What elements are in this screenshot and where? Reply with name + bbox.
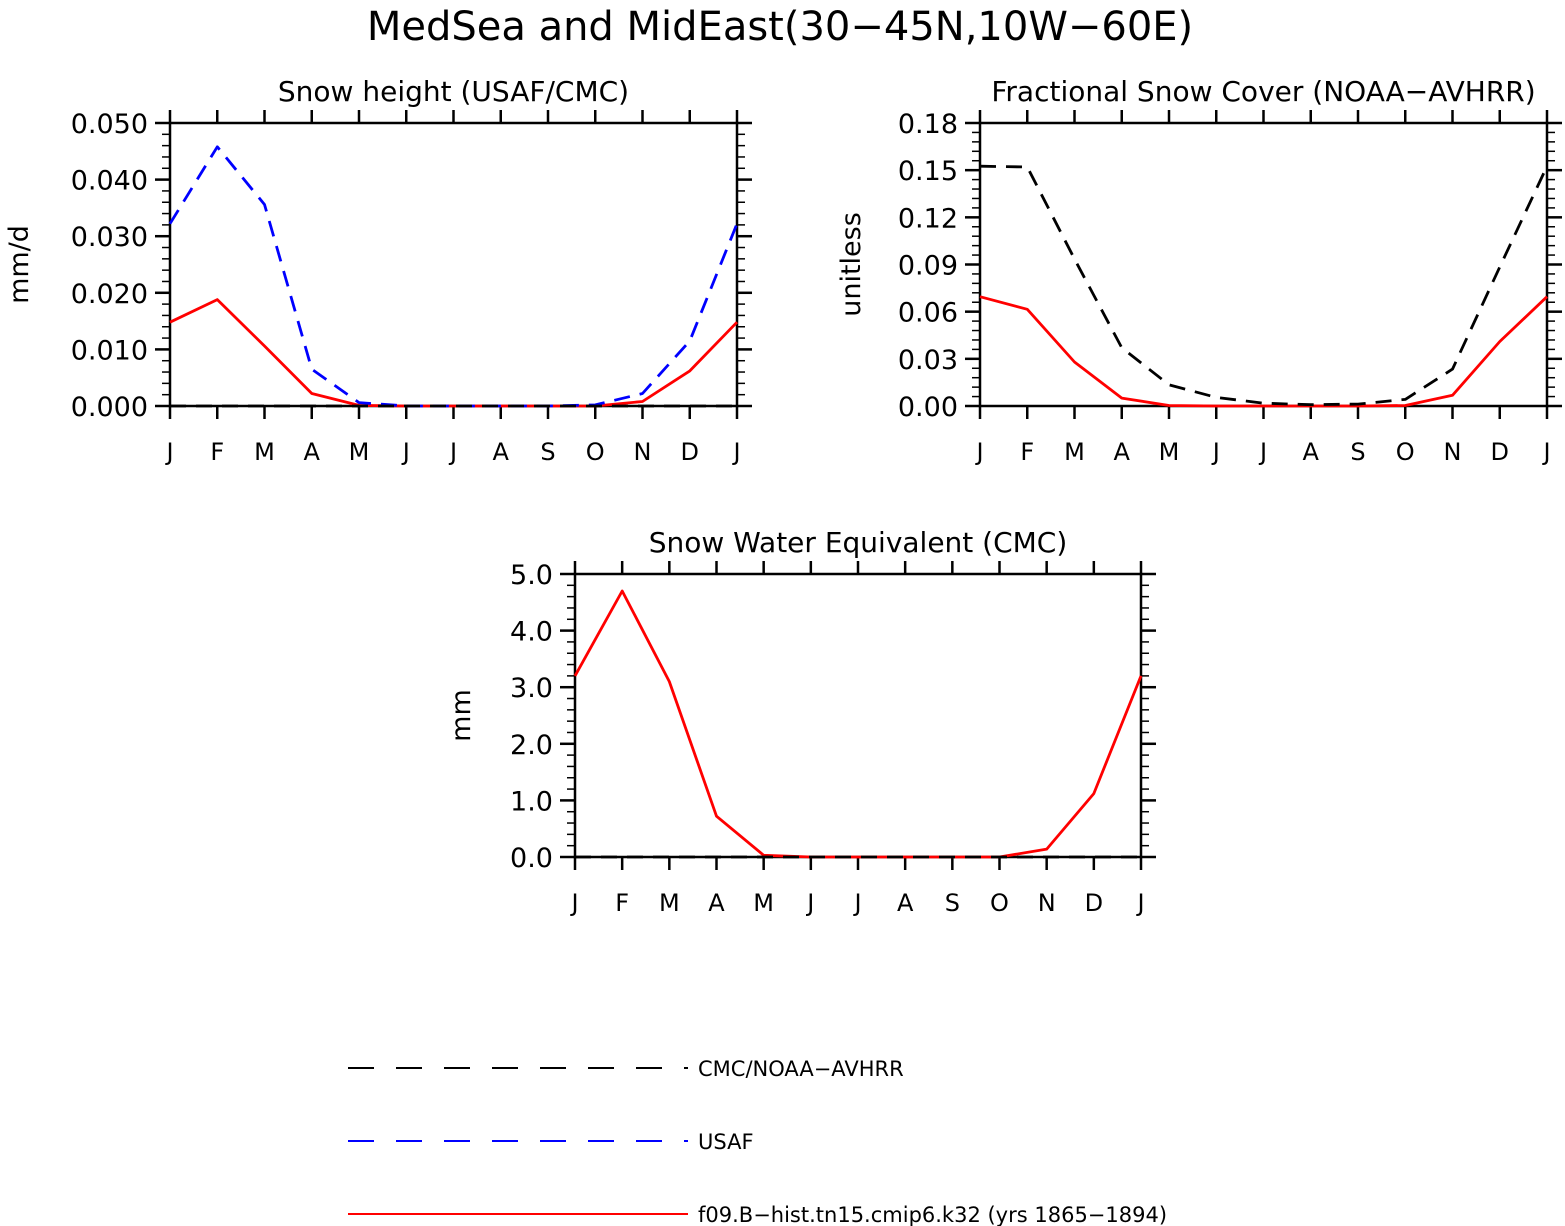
x-tick-label: J (401, 438, 410, 466)
x-tick-label: N (1038, 889, 1056, 917)
plot-frame (168, 121, 739, 408)
y-tick-label: 0.06 (898, 298, 958, 329)
x-tick-label: J (974, 438, 983, 466)
legend-item: CMC/NOAA−AVHRR (348, 1057, 904, 1081)
x-tick-label: A (1303, 438, 1320, 466)
y-tick-label: 0.09 (898, 251, 958, 282)
x-tick-label: N (1444, 438, 1462, 466)
figure-title: MedSea and MidEast(30−45N,10W−60E) (367, 4, 1193, 50)
x-tick-label: A (897, 889, 914, 917)
x-tick-label: A (304, 438, 321, 466)
series-line-1 (573, 589, 1143, 859)
x-tick-label: M (753, 889, 774, 917)
x-tick-label: J (1211, 438, 1220, 466)
x-tick-label: A (493, 438, 510, 466)
x-tick-label: F (210, 438, 224, 466)
series-line-2 (168, 145, 739, 408)
x-tick-label: J (852, 889, 861, 917)
x-tick-label: D (681, 438, 699, 466)
panel-2: Fractional Snow Cover (NOAA−AVHRR)J F M A M J… (836, 75, 1562, 466)
y-tick-label: 0.12 (898, 203, 958, 234)
legend-label: USAF (698, 1130, 754, 1154)
legend-item: f09.B−hist.tn15.cmip6.k32 (yrs 1865−1894… (348, 1203, 1167, 1226)
y-tick-label: 0.03 (898, 345, 958, 376)
x-tick-label: A (1114, 438, 1131, 466)
x-tick-label: J (569, 889, 578, 917)
x-tick-label: J (1135, 889, 1144, 917)
plot-frame (978, 121, 1549, 408)
y-tick-label: 0.010 (71, 335, 148, 366)
series-line-1 (169, 298, 739, 408)
x-tick-label: M (349, 438, 370, 466)
x-tick-label: N (634, 438, 652, 466)
series-line-1 (979, 295, 1548, 408)
legend-label: f09.B−hist.tn15.cmip6.k32 (yrs 1865−1894… (698, 1203, 1167, 1226)
legend-item: USAF (348, 1130, 754, 1154)
x-tick-label: M (659, 889, 680, 917)
x-tick-label: M (254, 438, 275, 466)
y-axis-label: mm/d (4, 225, 35, 304)
x-tick-label: O (1396, 438, 1415, 466)
x-tick-label: O (990, 889, 1009, 917)
panel-title: Snow height (USAF/CMC) (278, 75, 629, 108)
y-tick-label: 0.18 (898, 109, 958, 140)
y-tick-label: 0.000 (71, 392, 148, 423)
x-tick-label: S (1350, 438, 1365, 466)
x-tick-label: M (1159, 438, 1180, 466)
x-tick-label: J (805, 889, 814, 917)
y-tick-label: 0.00 (898, 392, 958, 423)
x-tick-label: A (708, 889, 725, 917)
y-tick-label: 1.0 (510, 786, 553, 817)
x-tick-label: D (1085, 889, 1103, 917)
x-tick-label: J (731, 438, 740, 466)
y-tick-label: 0.040 (71, 166, 148, 197)
x-tick-label: J (164, 438, 173, 466)
y-tick-label: 4.0 (510, 617, 553, 648)
y-tick-label: 0.15 (898, 156, 958, 187)
panel-title: Snow Water Equivalent (CMC) (649, 526, 1068, 559)
legend-label: CMC/NOAA−AVHRR (698, 1057, 904, 1081)
plots: Snow height (USAF/CMC)J F M A M J J A S O N D J0.000… (4, 75, 1562, 917)
y-axis-label: mm (446, 689, 477, 742)
y-tick-label: 0.0 (510, 843, 553, 874)
legend: CMC/NOAA−AVHRR USAF f09.B−hist.tn15.cmip6.… (348, 1057, 1167, 1226)
plot-frame (573, 572, 1143, 859)
x-tick-label: M (1064, 438, 1085, 466)
y-tick-label: 3.0 (510, 673, 553, 704)
panel-title: Fractional Snow Cover (NOAA−AVHRR) (991, 75, 1535, 108)
x-tick-label: S (945, 889, 960, 917)
x-tick-label: J (1541, 438, 1550, 466)
y-tick-label: 0.050 (71, 109, 148, 140)
series-line-2 (979, 164, 1549, 407)
y-tick-label: 0.030 (71, 222, 148, 253)
x-tick-label: S (540, 438, 555, 466)
x-tick-label: J (1258, 438, 1267, 466)
panel-1: Snow height (USAF/CMC)J F M A M J J A S O N D J0.000… (4, 75, 752, 466)
x-tick-label: D (1491, 438, 1509, 466)
x-tick-label: J (448, 438, 457, 466)
y-tick-label: 5.0 (510, 560, 553, 591)
x-tick-label: F (1020, 438, 1034, 466)
x-tick-label: O (586, 438, 605, 466)
y-tick-label: 0.020 (71, 279, 148, 310)
y-tick-label: 2.0 (510, 730, 553, 761)
x-tick-label: F (615, 889, 629, 917)
panel-3: Snow Water Equivalent (CMC)J F M A M J J A S O N D J… (446, 526, 1156, 917)
y-axis-label: unitless (836, 212, 867, 317)
